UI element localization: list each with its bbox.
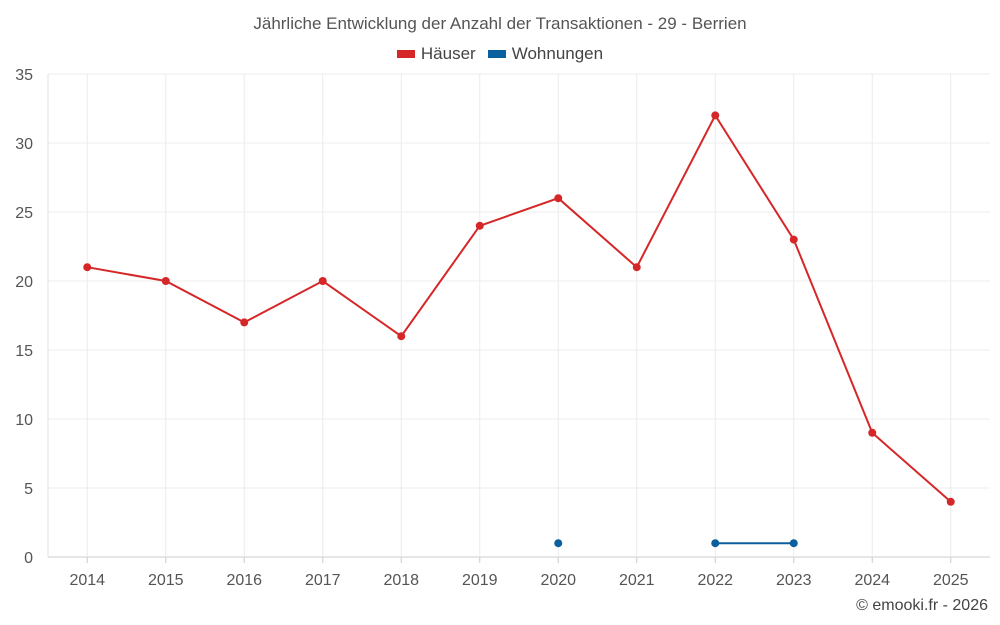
legend: Häuser Wohnungen xyxy=(0,44,1000,64)
data-point-wohnungen xyxy=(711,539,720,548)
y-tick-label: 5 xyxy=(24,481,33,498)
chart-title: Jährliche Entwicklung der Anzahl der Tra… xyxy=(253,14,747,33)
x-tick-label: 2014 xyxy=(69,572,105,589)
x-tick-label: 2019 xyxy=(462,572,498,589)
data-point-haeuser xyxy=(632,263,641,272)
data-point-haeuser xyxy=(554,194,563,203)
data-point-haeuser xyxy=(711,111,720,120)
x-tick-label: 2025 xyxy=(933,572,969,589)
y-tick-label: 25 xyxy=(15,205,33,222)
data-point-haeuser xyxy=(946,497,955,506)
data-point-haeuser xyxy=(83,263,92,272)
x-tick-label: 2023 xyxy=(776,572,812,589)
y-tick-label: 15 xyxy=(15,343,33,360)
y-tick-label: 10 xyxy=(15,412,33,429)
legend-label-wohnungen: Wohnungen xyxy=(511,44,604,63)
x-tick-label: 2018 xyxy=(383,572,419,589)
legend-label-haeuser: Häuser xyxy=(420,44,476,63)
data-point-wohnungen xyxy=(789,539,798,548)
x-tick-label: 2017 xyxy=(305,572,341,589)
data-point-wohnungen xyxy=(554,539,563,548)
y-tick-label: 0 xyxy=(24,550,33,567)
legend-item-wohnungen[interactable]: Wohnungen xyxy=(487,44,604,64)
data-point-haeuser xyxy=(868,428,877,437)
credit: © emooki.fr - 2026 xyxy=(856,597,988,614)
data-point-haeuser xyxy=(240,318,249,327)
y-tick-label: 35 xyxy=(15,67,33,84)
y-tick-label: 20 xyxy=(15,274,33,291)
series-line-haeuser xyxy=(87,113,952,503)
data-point-haeuser xyxy=(789,235,798,244)
data-point-haeuser xyxy=(475,221,484,230)
legend-item-haeuser[interactable]: Häuser xyxy=(396,44,476,64)
legend-swatch-wohnungen xyxy=(487,50,506,58)
legend-swatch-haeuser xyxy=(396,50,415,58)
x-tick-label: 2024 xyxy=(854,572,890,589)
data-point-haeuser xyxy=(161,277,170,285)
x-tick-label: 2016 xyxy=(226,572,262,589)
x-tick-label: 2021 xyxy=(619,572,655,589)
x-tick-label: 2020 xyxy=(540,572,576,589)
data-point-haeuser xyxy=(318,277,327,285)
data-point-haeuser xyxy=(397,332,406,341)
x-tick-label: 2015 xyxy=(148,572,184,589)
y-tick-label: 30 xyxy=(15,136,33,153)
x-tick-label: 2022 xyxy=(697,572,733,589)
